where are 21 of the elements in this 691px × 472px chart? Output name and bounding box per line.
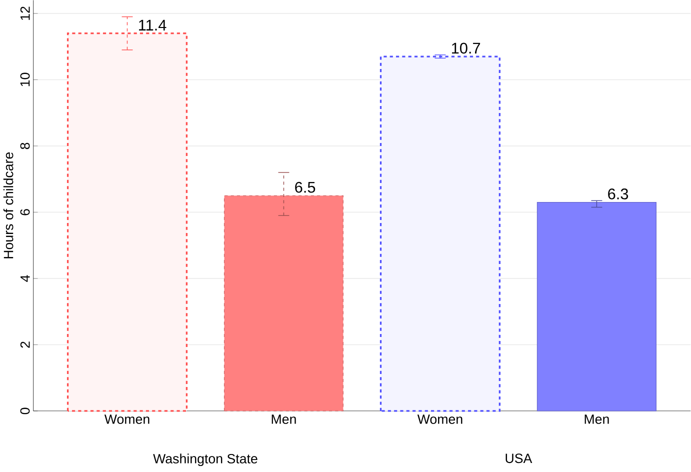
data-label: 10.7 [452,42,480,54]
x-tick-label: Men [584,414,609,424]
y-tick-label: 8 [20,142,30,149]
y-tick-label: 0 [20,408,30,414]
y-tick-label: 2 [20,341,30,348]
y-tick-label: 12 [20,6,30,20]
y-tick-label: 10 [20,72,30,86]
bar [380,55,501,412]
text: USA [506,453,532,463]
x-tick-label: Men [272,414,296,424]
data-label: 6.3 [608,188,628,200]
y-axis-title: Hours of childcare [3,152,14,258]
y-tick-label: 6 [20,208,30,216]
x-tick-label: Women [417,414,462,424]
x-tick-label: Women [104,414,150,424]
bar [536,202,656,412]
text: Washington State [153,453,258,466]
bar [224,195,344,412]
y-tick-label: 4 [20,274,30,282]
data-label: 11.4 [139,20,166,30]
data-label: 6.5 [295,182,316,193]
